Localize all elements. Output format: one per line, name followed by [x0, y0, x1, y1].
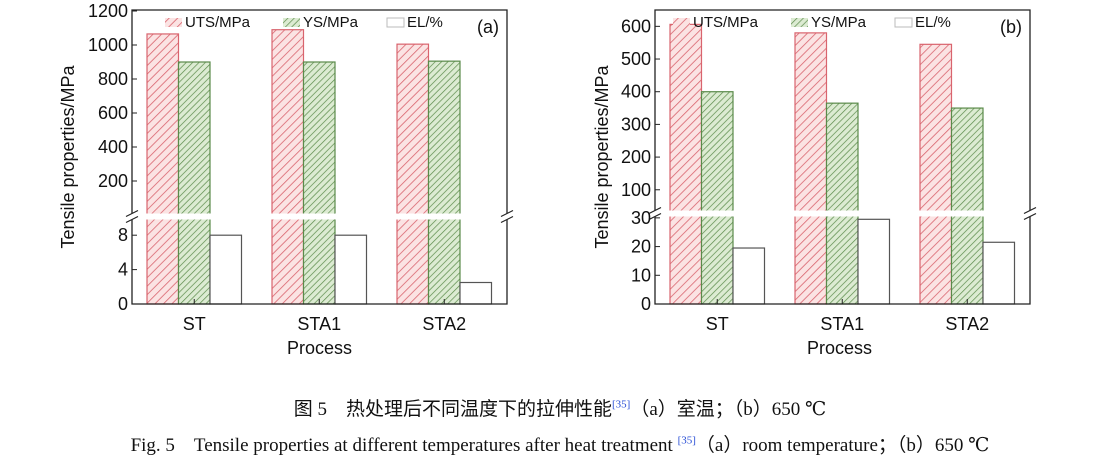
y-axis-label: Tensile properties/MPa: [58, 64, 78, 248]
legend-swatch-3: [894, 17, 913, 28]
axis-break-mark: [648, 206, 662, 215]
axis-break-mark: [1023, 212, 1037, 221]
legend-swatch-2: [283, 18, 300, 27]
y-tick-label: 600: [98, 103, 128, 123]
y-tick-label: 200: [98, 171, 128, 191]
bar-uts-sta1: [271, 29, 305, 305]
bar-el-sta2: [459, 281, 493, 305]
y-tick-label: 8: [118, 225, 128, 245]
y-axis-label: Tensile properties/MPa: [592, 64, 612, 248]
chart-panel-2: 100 200 300 400 500 600 0 10 20 30 ST STA1 STA2 Proce…: [592, 9, 1042, 358]
bar-el-st: [732, 247, 766, 305]
x-tick-label: STA2: [422, 314, 466, 334]
bar-ys-sta1: [302, 61, 336, 305]
axis-break-gap: [120, 213, 519, 220]
y-tick-label: 0: [641, 294, 651, 314]
legend-swatch-3: [386, 17, 405, 28]
caption-english: Fig. 5 Tensile properties at different t…: [130, 434, 990, 456]
bar-uts-sta2: [396, 43, 430, 305]
y-tick-label: 500: [621, 49, 651, 69]
chart-panel-1: 200 400 600 800 1000 1200 0 4 8 ST STA1 STA2 Process…: [58, 1, 519, 358]
y-tick-label: 1200: [88, 1, 128, 21]
y-tick-label: 100: [621, 180, 651, 200]
y-tick-label: 4: [118, 260, 128, 280]
axis-break-mark: [500, 209, 514, 218]
x-axis-label: Process: [807, 338, 872, 358]
x-tick-label: STA1: [297, 314, 341, 334]
panel-label: (a): [477, 17, 499, 37]
y-tick-label: 30: [631, 208, 651, 228]
x-tick-label: STA1: [820, 314, 864, 334]
bar-uts-st: [669, 23, 703, 305]
y-tick-label: 200: [621, 147, 651, 167]
citation-link[interactable]: [35]: [611, 398, 631, 411]
y-tick-label: 600: [621, 16, 651, 36]
citation-link[interactable]: [35]: [677, 434, 696, 447]
axis-break-mark: [125, 215, 139, 224]
legend-label-3: EL/%: [915, 14, 951, 31]
legend-label-1: UTS/MPa: [693, 14, 759, 31]
x-tick-label: ST: [183, 314, 206, 334]
bar-el-sta2: [982, 241, 1016, 305]
bar-ys-sta2: [950, 107, 984, 305]
bar-ys-st: [177, 61, 211, 305]
y-tick-label: 800: [98, 69, 128, 89]
x-tick-label: STA2: [945, 314, 989, 334]
bar-el-sta1: [857, 218, 891, 305]
legend-swatch-1: [673, 18, 690, 27]
legend-swatch-2: [791, 18, 808, 27]
axis-break-mark: [500, 215, 514, 224]
legend-label-2: YS/MPa: [303, 14, 359, 31]
bar-uts-st: [146, 33, 180, 305]
legend-label-2: YS/MPa: [811, 14, 867, 31]
x-axis-label: Process: [287, 338, 352, 358]
bar-el-st: [209, 234, 243, 305]
bar-uts-sta2: [919, 43, 953, 305]
bar-ys-st: [700, 91, 734, 305]
y-tick-label: 400: [98, 137, 128, 157]
panel-label: (b): [1000, 17, 1022, 37]
y-tick-label: 1000: [88, 35, 128, 55]
bar-ys-sta2: [427, 60, 461, 305]
axis-break-mark: [125, 209, 139, 218]
legend-label-1: UTS/MPa: [185, 14, 251, 31]
bar-ys-sta1: [825, 102, 859, 305]
y-tick-label: 400: [621, 82, 651, 102]
y-tick-label: 20: [631, 237, 651, 257]
caption-chinese: 图 5 热处理后不同温度下的拉伸性能[35]（a）室温；（b）650 ℃: [293, 398, 827, 420]
y-tick-label: 300: [621, 114, 651, 134]
x-tick-label: ST: [706, 314, 729, 334]
legend-label-3: EL/%: [407, 14, 443, 31]
legend-swatch-1: [165, 18, 182, 27]
y-tick-label: 10: [631, 265, 651, 285]
bar-el-sta1: [334, 234, 368, 305]
axis-break-mark: [648, 212, 662, 221]
axis-break-gap: [643, 210, 1042, 217]
y-tick-label: 0: [118, 294, 128, 314]
bar-uts-sta1: [794, 32, 828, 305]
axis-break-mark: [1023, 206, 1037, 215]
